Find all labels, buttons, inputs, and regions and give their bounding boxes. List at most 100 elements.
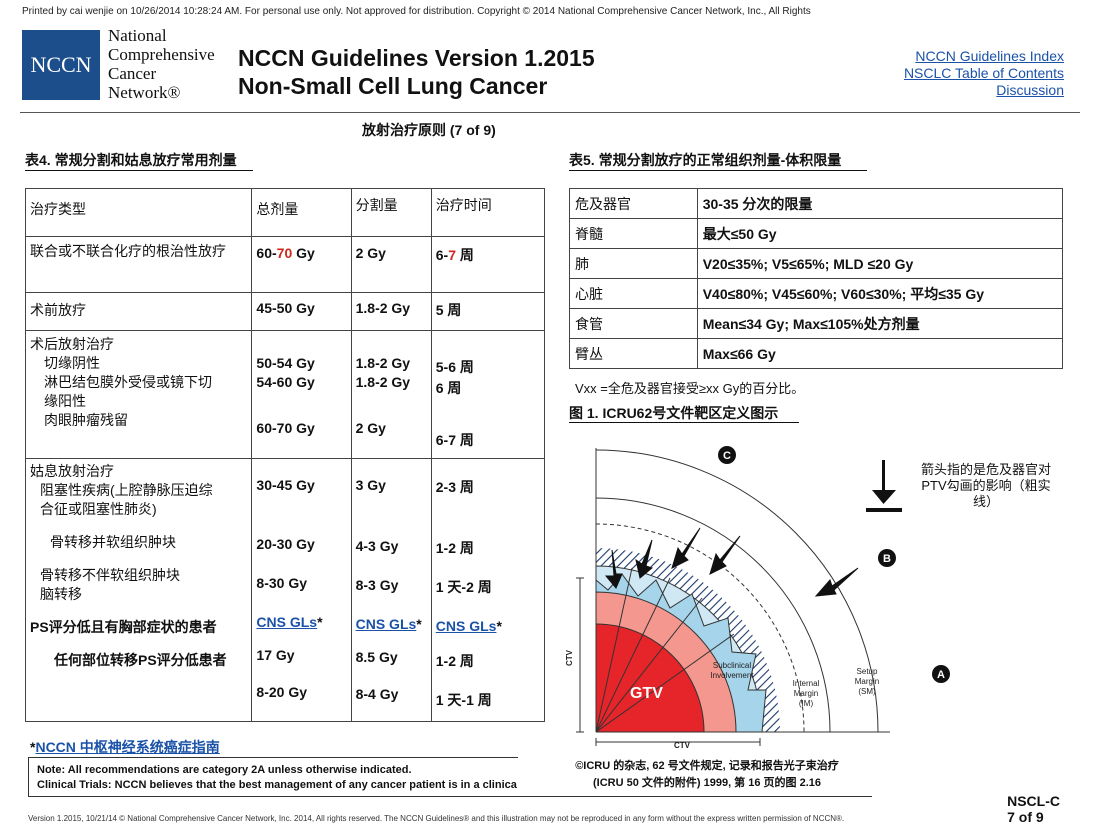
internal-margin-label: Margin [794,689,818,698]
treatment-type-cell: 姑息放射治疗 阻塞性疾病(上腔静脉压迫综 合征或阻塞性肺炎) 骨转移并软组织肿块… [24,458,253,722]
arrow-icon [604,549,623,589]
fraction-line [356,411,427,419]
dose-line: 50-54 Gy [256,355,315,371]
fraction-cell: 3 Gy 4-3 Gy 8-3 Gy CNS GLs* 8.5 Gy 8-4 G… [350,458,432,722]
fraction-line: 4-3 Gy [355,538,399,554]
title-line-2: Non-Small Cell Lung Cancer [238,73,548,99]
cns-guidelines-link[interactable]: CNS GLs [355,616,417,632]
logo-line: National [108,26,167,45]
type-line: 淋巴结包膜外受侵或镜下切 [44,374,212,390]
marker-c [718,446,736,464]
fraction-cell: 1.8-2 Gy [350,292,432,331]
total-dose-cell: 60-70 Gy [251,236,352,293]
cns-guidelines-link[interactable]: NCCN 中枢神经系统癌症指南 [35,739,220,755]
duration-line [436,671,540,691]
figure-legend: 箭头指的是危及器官对 PTV勾画的影响（粗实 线） [906,462,1066,510]
dose-line [256,335,346,354]
type-line: 术后放射治疗 [30,336,114,352]
cns-guidelines-link[interactable]: CNS GLs [256,614,318,630]
setup-margin-label: Setup [857,667,878,676]
marker-a-label: A [937,669,945,681]
header-cell: 分割量 [350,188,432,237]
table-row: 术后放射治疗 切缘阴性 淋巴结包膜外受侵或镜下切 缘阳性 肉眼肿瘤残留 50-5… [24,330,546,459]
fraction-line [356,495,427,517]
print-notice: Printed by cai wenjie on 10/26/2014 10:2… [22,6,812,17]
fraction-line [356,634,427,648]
fraction-line: 3 Gy [355,477,386,493]
dose-line: 20-30 Gy [256,536,315,552]
dose-line [256,554,346,574]
treatment-type-cell: 术后放射治疗 切缘阴性 淋巴结包膜外受侵或镜下切 缘阳性 肉眼肿瘤残留 [24,330,253,459]
marker-b [878,549,896,567]
dose-line [256,411,346,419]
guidelines-index-link[interactable]: NCCN Guidelines Index [915,48,1064,64]
total-dose-cell: 30-45 Gy 20-30 Gy 8-30 Gy CNS GLs* 17 Gy… [251,458,352,722]
type-line: 缘阳性 [44,393,86,409]
sector-divider [596,577,671,732]
marker-b-label: B [883,553,891,565]
type-line: 骨转移不伴软组织肿块 [40,567,180,583]
logo-line: Cancer [108,64,157,83]
table-row: 脊髓 最大≤50 Gy [569,218,1064,249]
footnote-star: * [317,614,323,630]
duration-line [436,398,540,417]
limit-cell: V20≤35%; V5≤65%; MLD ≤20 Gy [696,248,1064,279]
discussion-link[interactable]: Discussion [996,82,1064,98]
cns-link-cell: CNS GLs* [436,617,540,636]
logo-wordmark: National Comprehensive Cancer Network® [108,26,215,102]
table5: 危及器官 30-35 分次的限量 脊髓 最大≤50 Gy 肺 V20≤35%; … [569,188,1064,369]
dose-line [256,495,346,515]
dose-line [256,593,346,613]
organ-cell: 心脏 [569,278,698,309]
toc-link[interactable]: NSCLC Table of Contents [903,65,1064,81]
arrow-icon [709,535,741,575]
table-row: 姑息放射治疗 阻塞性疾病(上腔静脉压迫综 合征或阻塞性肺炎) 骨转移并软组织肿块… [24,458,546,722]
dose-line: 8-20 Gy [256,684,308,700]
type-line [30,604,247,618]
figure-title-underline [569,422,799,423]
table-row: 食管 Mean≤34 Gy; Max≤105%处方剂量 [569,308,1064,339]
fraction-line [356,667,427,685]
fraction-line [356,392,427,411]
table-row: 肺 V20≤35%; V5≤65%; MLD ≤20 Gy [569,248,1064,279]
organ-cell: 臂丛 [569,338,698,369]
duration-line: 1 天-1 周 [435,692,492,708]
duration-line [436,519,540,539]
figure-credit: ©ICRU 的杂志, 62 号文件规定, 记录和报告光子束治疗 (ICRU 50… [518,752,896,796]
limit-cell: 最大≤50 Gy [696,218,1064,249]
cns-guidelines-link[interactable]: CNS GLs [435,618,497,634]
footnote-star: * [30,739,36,755]
duration-line [436,558,540,578]
fraction-cell: 2 Gy [350,236,432,293]
sector-divider [596,567,633,732]
fraction-line [356,517,427,537]
limit-cell: Mean≤34 Gy; Max≤105%处方剂量 [696,308,1064,339]
table-row: 联合或不联合化疗的根治性放疗 60-70 Gy 2 Gy 6-7 周 [24,236,546,293]
logo-line: Comprehensive [108,45,215,64]
fraction-line [356,335,427,354]
subclinical-label: Involvement [710,671,754,680]
outer-arc-b [595,497,831,733]
dose-line [256,462,346,476]
fraction-line: 2 Gy [355,420,386,436]
legend-line: 线） [972,494,999,509]
duration-line: 1-2 周 [435,653,474,669]
type-line: 任何部位转移PS评分低患者 [54,652,227,668]
organ-cell: 食管 [569,308,698,339]
duration-cell: 5 周 [430,292,546,331]
fraction-line: 1.8-2 Gy [355,355,411,371]
table4: 治疗类型 总剂量 分割量 治疗时间 联合或不联合化疗的根治性放疗 60-70 G… [24,188,546,722]
header-cell: 治疗类型 [24,188,253,237]
marker-c-label: C [723,450,731,462]
cns-link-cell: CNS GLs* [356,615,427,634]
icru-diagram: GTV Subclinical Involvement Internal Mar… [565,446,950,750]
dose-line [256,632,346,646]
legend-arrow-icon [866,460,902,512]
dose-line [256,515,346,535]
credit-line: (ICRU 50 文件的附件) 1999, 第 16 页的图 2.16 [592,777,821,789]
type-line: 骨转移并软组织肿块 [50,534,176,550]
outer-arc-a [595,449,879,733]
ctv-axis-label: CTV [674,741,691,750]
duration-line: 5-6 周 [435,359,474,375]
fraction-line: 8.5 Gy [355,649,398,665]
